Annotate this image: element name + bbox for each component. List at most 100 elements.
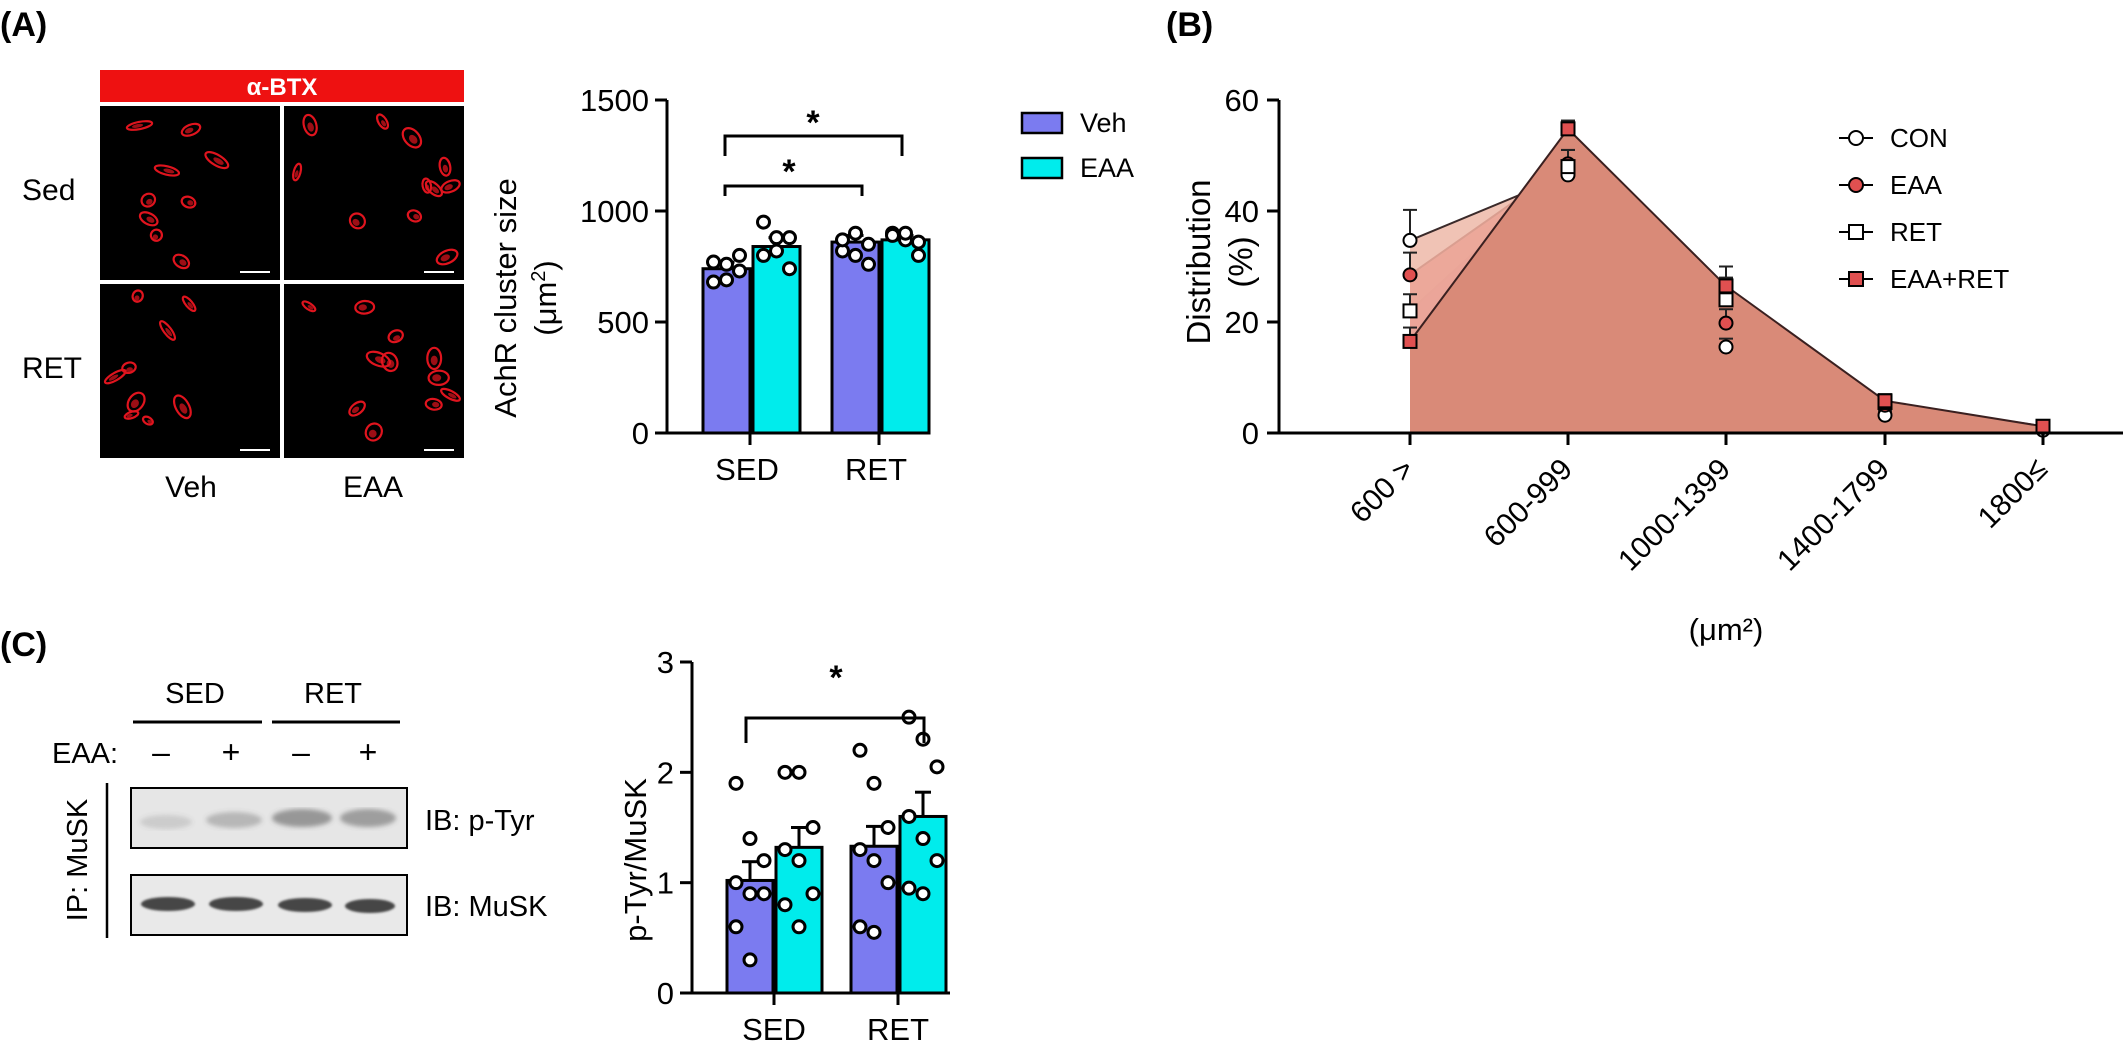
c-sig-star: * <box>829 659 843 697</box>
micrograph-tile <box>100 106 280 280</box>
achr-cluster-core <box>146 216 155 223</box>
achr-cluster-ring <box>125 120 154 131</box>
achr-cluster-ring <box>435 248 459 266</box>
achr-cluster-core <box>130 399 139 409</box>
data-point <box>861 256 876 272</box>
achr-cluster-core <box>413 214 420 220</box>
achr-cluster <box>440 387 461 402</box>
marker-ret <box>1402 303 1418 319</box>
achr-cluster-ring <box>126 391 146 413</box>
achr-cluster-core <box>432 401 440 408</box>
blot-sign-2: + <box>222 734 241 770</box>
achr-cluster-core <box>108 374 119 381</box>
a-significance <box>723 134 904 196</box>
data-point <box>852 842 868 858</box>
panel-b-label: (B) <box>1166 6 1213 44</box>
bar-veh <box>830 240 881 435</box>
achr-cluster-ring <box>387 329 404 344</box>
legend-label-eaa: EAA <box>1080 153 1134 183</box>
achr-cluster-core <box>442 164 449 173</box>
panel-a-label: (A) <box>0 6 47 44</box>
achr-cluster <box>426 346 443 371</box>
achr-cluster-ring <box>364 422 383 442</box>
y-tick-label: 0 <box>657 976 674 1011</box>
achr-cluster-core <box>430 355 438 366</box>
data-point <box>805 820 821 835</box>
data-point <box>911 234 926 250</box>
achr-cluster-ring <box>172 394 192 420</box>
micrograph-grid: α-BTX Sed RET Veh EAA <box>22 70 464 504</box>
achr-cluster <box>153 164 181 177</box>
achr-cluster <box>140 192 157 208</box>
achr-cluster-core <box>187 200 194 206</box>
achr-cluster <box>375 113 390 130</box>
x-tick-label: 600 > <box>1344 453 1421 530</box>
achr-cluster-core <box>368 429 377 438</box>
achr-cluster-ring <box>172 253 191 270</box>
achr-cluster <box>158 320 177 341</box>
data-point <box>898 225 913 241</box>
data-point <box>866 924 882 940</box>
data-point <box>769 230 784 246</box>
achr-cluster <box>354 299 376 315</box>
y-tick-label: 0 <box>632 416 649 451</box>
achr-cluster <box>138 211 159 227</box>
data-point <box>791 919 807 935</box>
blot-group-ret: RET <box>304 678 362 710</box>
achr-cluster-ring <box>292 162 303 182</box>
data-point <box>915 831 931 847</box>
achr-cluster-core <box>408 134 418 144</box>
data-point <box>791 764 807 780</box>
a-legend: Veh EAA <box>1020 108 1134 183</box>
achr-cluster <box>440 179 461 194</box>
achr-cluster-core <box>381 120 387 127</box>
legend-label-eaa: EAA <box>1890 170 1943 200</box>
achr-cluster-ring <box>348 212 366 230</box>
achr-cluster-ring <box>375 113 390 130</box>
data-point <box>732 247 747 263</box>
data-point <box>848 225 863 241</box>
row-label-sed: Sed <box>22 174 75 207</box>
achr-cluster-core <box>165 327 173 337</box>
c-y-axis-title: p-Tyr/MuSK <box>618 778 653 942</box>
blot-ib-ptyr: IB: p-Tyr <box>425 805 535 837</box>
blot-sign-3: – <box>292 734 310 770</box>
achr-cluster <box>131 289 144 303</box>
achr-cluster-ring <box>401 127 423 149</box>
a-x-label-sed: SED <box>715 452 779 487</box>
achr-cluster-core <box>352 218 360 226</box>
y-tick-label: 3 <box>657 645 674 680</box>
micrograph-tile <box>284 284 464 458</box>
b-x-axis-title: (μm²) <box>1689 612 1764 647</box>
achr-cluster <box>180 122 202 137</box>
data-point <box>728 775 744 791</box>
legend-swatch-eaa <box>1020 156 1064 180</box>
data-point <box>728 875 744 891</box>
achr-cluster <box>424 397 443 411</box>
achr-cluster-core <box>179 259 187 266</box>
achr-cluster-ring <box>427 369 450 387</box>
row-label-ret: RET <box>22 352 82 385</box>
data-point <box>861 236 876 252</box>
achr-cluster <box>292 162 303 182</box>
b-y-axis-unit: (%) <box>1222 236 1259 287</box>
blot-sign-1: – <box>152 734 170 770</box>
x-tick-label: 1800≤ <box>1972 453 2054 535</box>
achr-cluster-core <box>187 302 194 309</box>
data-point <box>929 759 945 775</box>
y-tick-label: 1 <box>657 866 674 901</box>
data-point <box>777 764 793 780</box>
achr-cluster-ring <box>302 113 318 137</box>
data-point <box>782 261 797 277</box>
achr-cluster-ring <box>440 179 461 194</box>
a-y-axis-title: AchR cluster size <box>488 178 523 417</box>
data-point <box>719 272 734 288</box>
data-point <box>915 886 931 902</box>
blot-eaa-label: EAA: <box>52 738 118 770</box>
achr-cluster <box>387 329 404 344</box>
marker-eaa+ret <box>1560 121 1576 137</box>
achr-cluster-ring <box>103 368 127 385</box>
achr-cluster-core <box>184 127 194 134</box>
a-x-label-ret: RET <box>845 452 907 487</box>
achr-cluster-core <box>179 403 188 414</box>
